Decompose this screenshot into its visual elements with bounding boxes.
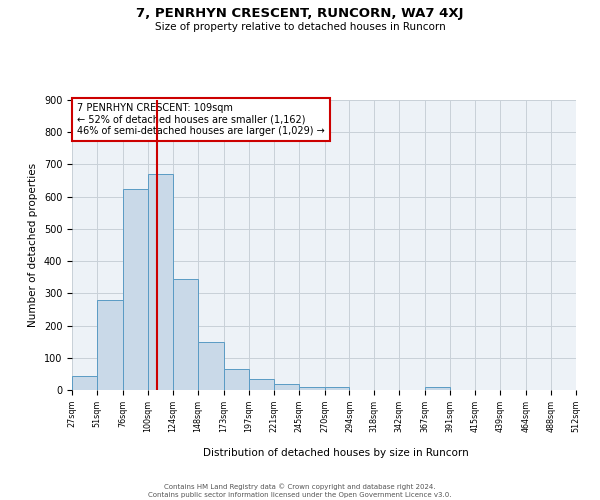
Bar [97, 300, 123, 390]
Bar [425, 387, 450, 390]
Bar [325, 388, 349, 390]
Bar [274, 384, 299, 390]
Text: Distribution of detached houses by size in Runcorn: Distribution of detached houses by size … [203, 448, 469, 458]
Text: Size of property relative to detached houses in Runcorn: Size of property relative to detached ho… [155, 22, 445, 32]
Bar [224, 369, 248, 390]
Y-axis label: Number of detached properties: Number of detached properties [28, 163, 38, 327]
Bar [123, 188, 148, 390]
Bar [72, 376, 97, 390]
Bar [173, 279, 198, 390]
Text: 7 PENRHYN CRESCENT: 109sqm
← 52% of detached houses are smaller (1,162)
46% of s: 7 PENRHYN CRESCENT: 109sqm ← 52% of deta… [77, 103, 325, 136]
Text: 7, PENRHYN CRESCENT, RUNCORN, WA7 4XJ: 7, PENRHYN CRESCENT, RUNCORN, WA7 4XJ [136, 8, 464, 20]
Bar [148, 174, 173, 390]
Bar [299, 387, 325, 390]
Text: Contains HM Land Registry data © Crown copyright and database right 2024.
Contai: Contains HM Land Registry data © Crown c… [148, 484, 452, 498]
Bar [248, 380, 274, 390]
Bar [198, 342, 224, 390]
